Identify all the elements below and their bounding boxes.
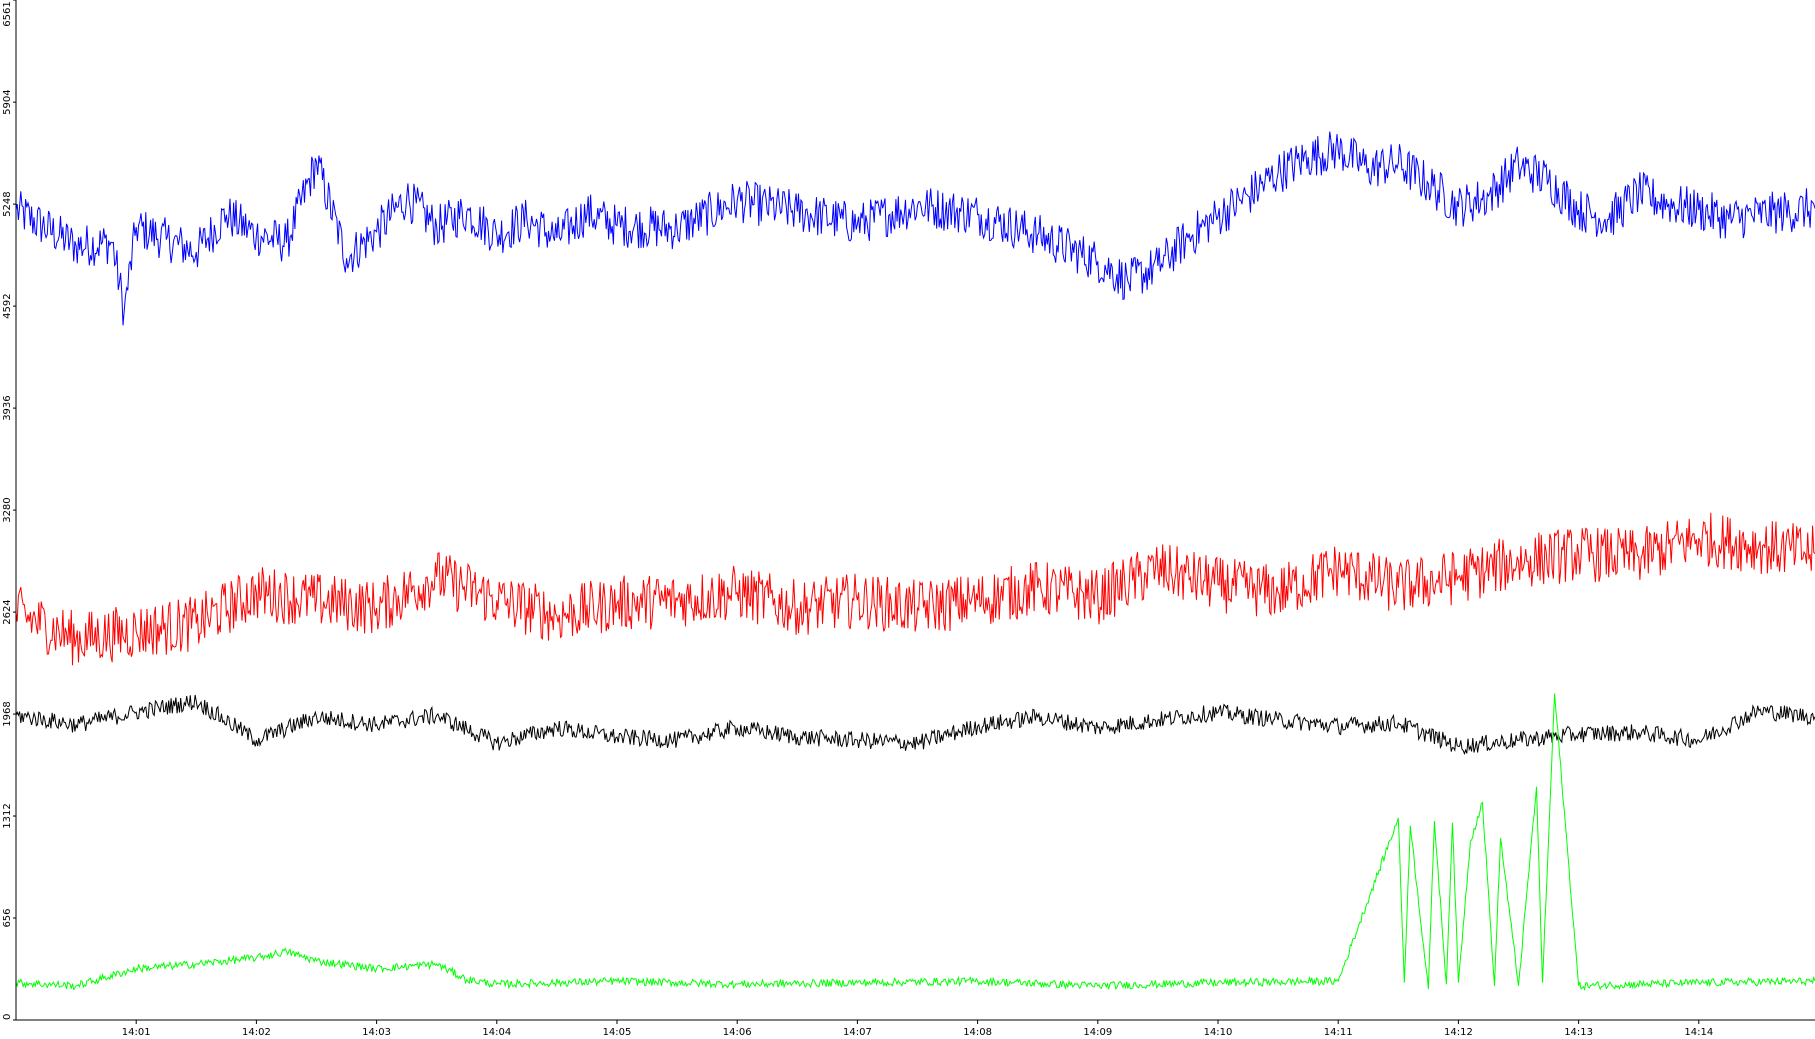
x-tick-label: 14:10 bbox=[1204, 1027, 1233, 1038]
y-tick-label: 1312 bbox=[2, 803, 13, 828]
y-tick-label: 0 bbox=[2, 1014, 13, 1020]
x-tick-label: 14:02 bbox=[242, 1027, 271, 1038]
y-tick-label: 5904 bbox=[2, 89, 13, 114]
y-tick-label: 6561 bbox=[2, 1, 13, 26]
series-line-4 bbox=[15, 693, 1815, 992]
x-tick-label: 14:12 bbox=[1444, 1027, 1473, 1038]
x-tick-label: 14:14 bbox=[1684, 1027, 1713, 1038]
x-tick-label: 14:01 bbox=[122, 1027, 151, 1038]
y-tick-label: 656 bbox=[2, 908, 13, 927]
y-tick-label: 1968 bbox=[2, 701, 13, 726]
y-tick-label: 3280 bbox=[2, 497, 13, 522]
series-line-3 bbox=[15, 694, 1815, 756]
x-tick-label: 14:07 bbox=[843, 1027, 872, 1038]
x-tick-label: 14:03 bbox=[362, 1027, 391, 1038]
x-tick-label: 14:04 bbox=[482, 1027, 511, 1038]
y-tick-label: 3936 bbox=[2, 395, 13, 420]
y-tick-labels: 0 656 1312 1968 2624 3280 3936 4592 5248 5904 6561 bbox=[2, 0, 16, 1021]
x-tick-labels: 14:01 14:02 14:03 14:04 14:05 14:06 14:07 14:08… bbox=[122, 1020, 1713, 1038]
x-tick-label: 14:06 bbox=[723, 1027, 752, 1038]
axes-layer bbox=[15, 0, 1815, 1021]
x-tick-label: 14:09 bbox=[1083, 1027, 1112, 1038]
x-tick-label: 14:13 bbox=[1564, 1027, 1593, 1038]
series-layer bbox=[15, 131, 1815, 992]
x-tick-label: 14:05 bbox=[603, 1027, 632, 1038]
x-tick-label: 14:11 bbox=[1324, 1027, 1353, 1038]
series-line-1 bbox=[15, 131, 1815, 326]
x-tick-label: 14:08 bbox=[963, 1027, 992, 1038]
y-tick-label: 2624 bbox=[2, 599, 13, 624]
series-line-2 bbox=[15, 512, 1815, 666]
y-tick-label: 5248 bbox=[2, 191, 13, 216]
y-tick-label: 4592 bbox=[2, 293, 13, 318]
